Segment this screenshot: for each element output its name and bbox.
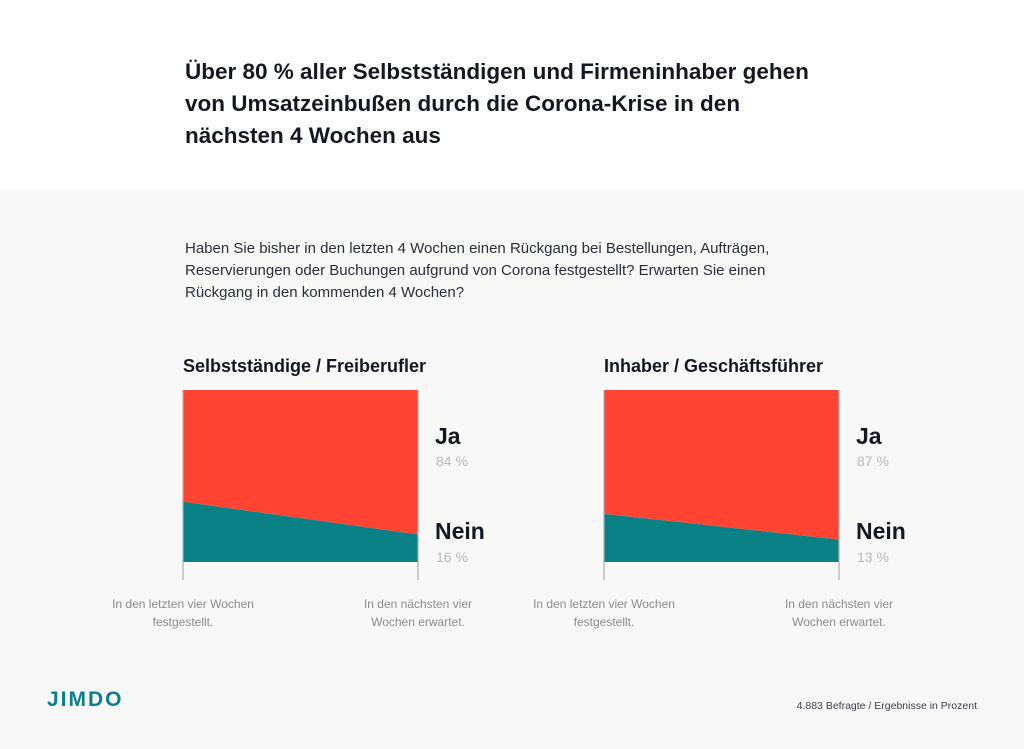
chart-1-svg — [182, 390, 419, 580]
chart-1-nein-label: Nein — [435, 518, 485, 544]
area-ja — [604, 390, 839, 540]
chart-1-ja-label: Ja — [435, 423, 461, 449]
area-ja — [183, 390, 418, 535]
chart-1-ja-value: 84 % — [436, 453, 468, 469]
chart-2-x-label-left: In den letzten vier Wochen festgestellt. — [533, 597, 675, 629]
page-title: Über 80 % aller Selbstständigen und Firm… — [185, 59, 809, 148]
area-nein — [604, 513, 839, 562]
chart-1-title: Selbstständige / Freiberufler — [183, 356, 427, 376]
chart-1-x-label-right: In den nächsten vier Wochen erwartet. — [363, 597, 473, 629]
chart-1-nein-value: 16 % — [436, 549, 468, 565]
chart-2-title: Inhaber / Geschäftsführer — [604, 356, 824, 376]
chart-2-svg — [603, 390, 840, 580]
chart-2-nein-label: Nein — [856, 518, 906, 544]
header-area — [0, 0, 1024, 190]
survey-question: Haben Sie bisher in den letzten 4 Wochen… — [185, 240, 770, 301]
chart-2-ja-label: Ja — [856, 423, 882, 449]
chart-2-nein-value: 13 % — [857, 549, 889, 565]
jimdo-logo: JIMDO — [47, 688, 124, 711]
chart-1-x-label-left: In den letzten vier Wochen festgestellt. — [112, 597, 254, 629]
chart-2-ja-value: 87 % — [857, 453, 889, 469]
area-nein — [183, 501, 418, 562]
chart-2-x-label-right: In den nächsten vier Wochen erwartet. — [784, 597, 894, 629]
footnote: 4.883 Befragte / Ergebnisse in Prozent — [796, 700, 977, 712]
